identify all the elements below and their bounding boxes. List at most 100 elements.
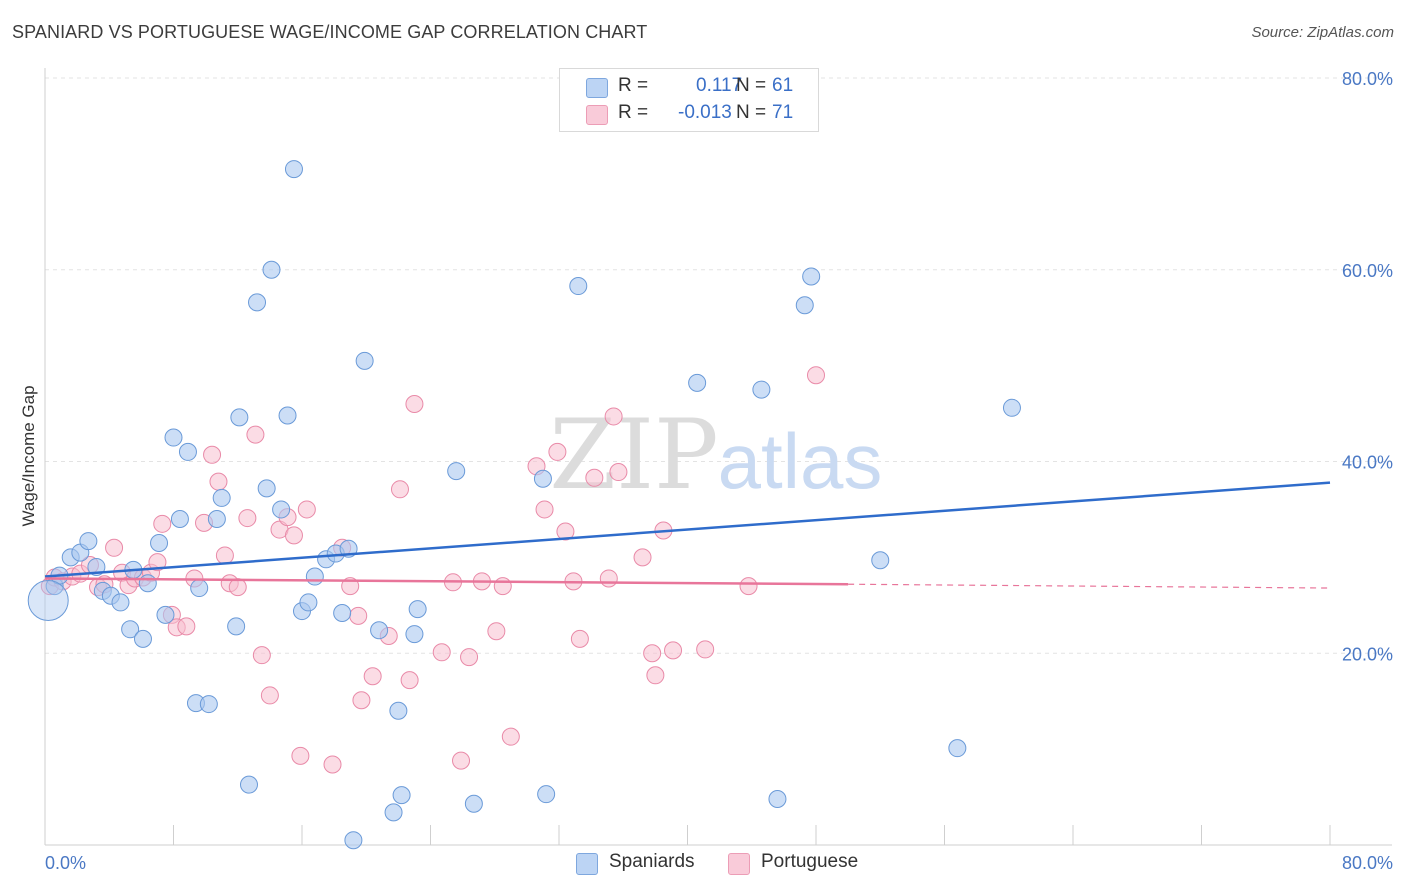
portuguese-point bbox=[252, 646, 271, 665]
spaniards-point bbox=[121, 620, 140, 639]
portuguese-point bbox=[148, 553, 167, 572]
bottom-label-portuguese: Portuguese bbox=[761, 851, 859, 872]
spaniards-point bbox=[768, 789, 787, 808]
spaniards-point bbox=[355, 351, 374, 370]
bottom-label-spaniards: Spaniards bbox=[609, 851, 695, 872]
chart-source: Source: ZipAtlas.com bbox=[1251, 24, 1394, 41]
spaniards-point bbox=[178, 442, 197, 461]
spaniards-point bbox=[948, 739, 967, 758]
spaniards-point bbox=[299, 593, 318, 612]
spaniards-point bbox=[370, 621, 389, 640]
spaniards-point bbox=[802, 267, 821, 286]
portuguese-point bbox=[739, 577, 758, 596]
spaniards-point bbox=[688, 373, 707, 392]
spaniards-point bbox=[284, 160, 303, 179]
portuguese-point bbox=[209, 472, 228, 491]
spaniards-point bbox=[533, 469, 552, 488]
legend-n-value: 71 bbox=[772, 102, 794, 123]
spaniards-point bbox=[79, 532, 98, 551]
portuguese-point bbox=[664, 641, 683, 660]
portuguese-point bbox=[643, 644, 662, 663]
portuguese-point bbox=[228, 578, 247, 597]
portuguese-point bbox=[432, 643, 451, 662]
portuguese-point bbox=[535, 500, 554, 519]
portuguese-point bbox=[585, 468, 604, 487]
watermark: ZIP atlas bbox=[549, 399, 882, 511]
bottom-swatch-spaniards bbox=[576, 853, 598, 875]
portuguese-point bbox=[297, 500, 316, 519]
spaniards-point bbox=[752, 380, 771, 399]
spaniards-point bbox=[262, 260, 281, 279]
legend-swatch-portuguese bbox=[586, 105, 608, 125]
spaniards-point bbox=[133, 629, 152, 648]
spaniards-point bbox=[389, 701, 408, 720]
spaniards-point bbox=[305, 567, 324, 586]
portuguese-point bbox=[390, 480, 409, 499]
y-tick-label: 80.0% bbox=[1342, 69, 1393, 89]
portuguese-point bbox=[215, 546, 234, 565]
portuguese-point bbox=[349, 606, 368, 625]
spaniards-point bbox=[248, 293, 267, 312]
y-tick-label: 40.0% bbox=[1342, 453, 1393, 473]
legend-n-value: 61 bbox=[772, 75, 794, 96]
spaniards-point bbox=[1002, 398, 1021, 417]
x-tick-label: 0.0% bbox=[45, 853, 86, 873]
spaniards-point bbox=[257, 479, 276, 498]
portuguese-point bbox=[284, 526, 303, 545]
portuguese-point bbox=[238, 509, 257, 528]
portuguese-point bbox=[400, 671, 419, 690]
spaniards-points bbox=[27, 160, 1021, 850]
watermark-atlas: atlas bbox=[718, 417, 883, 505]
portuguese-point bbox=[556, 522, 575, 541]
portuguese-point bbox=[153, 514, 172, 533]
portuguese-point bbox=[291, 746, 310, 765]
portuguese-point bbox=[487, 622, 506, 641]
portuguese-point bbox=[604, 407, 623, 426]
portuguese-point bbox=[599, 569, 618, 588]
portuguese-point bbox=[609, 463, 628, 482]
x-tick-label: 80.0% bbox=[1342, 853, 1393, 873]
portuguese-point bbox=[323, 755, 342, 774]
spaniards-point bbox=[278, 406, 297, 425]
spaniards-point bbox=[447, 462, 466, 481]
spaniards-point bbox=[569, 277, 588, 296]
portuguese-point bbox=[203, 445, 222, 464]
portuguese-point bbox=[460, 648, 479, 667]
legend-r-value: -0.013 bbox=[678, 102, 732, 123]
portuguese-point bbox=[696, 640, 715, 659]
legend-r-value: 0.117 bbox=[696, 75, 743, 96]
spaniards-point bbox=[392, 786, 411, 805]
legend-n-label: N = bbox=[736, 75, 767, 96]
spaniards-point bbox=[272, 500, 291, 519]
portuguese-point bbox=[405, 394, 424, 413]
legend-n-label: N = bbox=[736, 102, 767, 123]
spaniards-point bbox=[227, 617, 246, 636]
portuguese-point bbox=[548, 442, 567, 461]
y-tick-label: 60.0% bbox=[1342, 261, 1393, 281]
portuguese-point bbox=[633, 548, 652, 567]
trend-lines bbox=[44, 481, 1331, 589]
spaniards-point bbox=[27, 580, 69, 622]
spaniards-point bbox=[190, 579, 209, 598]
spaniards-point bbox=[405, 625, 424, 644]
watermark-zip: ZIP bbox=[549, 399, 718, 511]
spaniards-point bbox=[344, 831, 363, 850]
portuguese-point bbox=[363, 667, 382, 686]
portuguese-point bbox=[646, 666, 665, 685]
portuguese-trend-extension bbox=[848, 583, 1331, 589]
spaniards-point bbox=[537, 785, 556, 804]
portuguese-point bbox=[570, 629, 589, 648]
legend-r-label: R = bbox=[618, 102, 649, 123]
chart-title: SPANIARD VS PORTUGUESE WAGE/INCOME GAP C… bbox=[12, 22, 648, 42]
spaniards-point bbox=[87, 557, 106, 576]
grid-lines bbox=[45, 77, 1392, 654]
spaniards-point bbox=[199, 695, 218, 714]
spaniards-point bbox=[871, 551, 890, 570]
stats-legend: R = 0.117 N = 61 R = -0.013 N = 71 bbox=[559, 68, 819, 132]
y-tick-label: 20.0% bbox=[1342, 644, 1393, 664]
portuguese-point bbox=[493, 577, 512, 596]
spaniards-point bbox=[464, 794, 483, 813]
spaniards-point bbox=[207, 510, 226, 529]
portuguese-point bbox=[246, 425, 265, 444]
spaniards-point bbox=[164, 428, 183, 447]
